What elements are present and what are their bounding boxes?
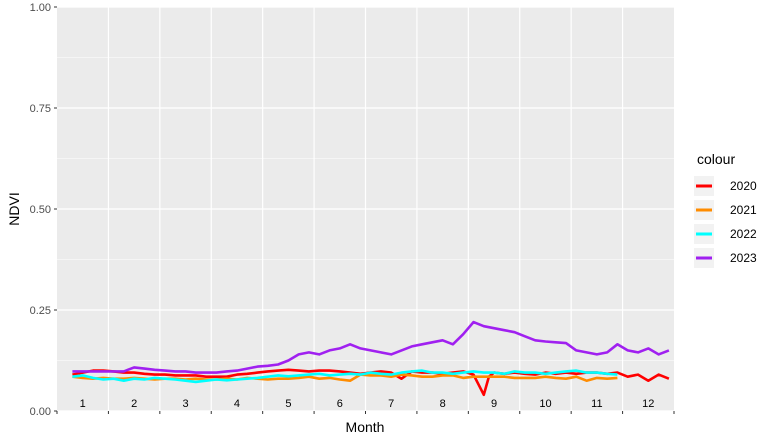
legend-label-2021: 2021	[730, 203, 757, 217]
grid	[57, 6, 674, 412]
y-axis: 0.00 0.25 0.50 0.75 1.00	[30, 2, 57, 418]
month-label: 12	[642, 398, 654, 410]
y-tick-label: 1.00	[30, 2, 51, 14]
month-label: 11	[591, 398, 602, 410]
month-label: 3	[182, 398, 188, 410]
series-layer	[72, 320, 670, 397]
legend-label-2022: 2022	[730, 227, 757, 241]
legend: colour 2020 2021 2022 2023	[694, 151, 757, 268]
series-line-2023	[72, 320, 670, 374]
y-axis-title: NDVI	[6, 192, 22, 225]
month-label: 1	[80, 398, 86, 410]
month-label: 4	[234, 398, 240, 410]
month-label: 5	[285, 398, 291, 410]
legend-label-2023: 2023	[730, 251, 757, 265]
series-line-2022	[72, 369, 618, 384]
legend-label-2020: 2020	[730, 179, 757, 193]
x-axis: 1 2 3 4 5 6 7 8 9 10 11 12	[56, 398, 675, 414]
y-tick-label: 0.00	[30, 406, 51, 418]
x-axis-title: Month	[346, 419, 385, 435]
month-label: 2	[131, 398, 137, 410]
y-tick-label: 0.25	[30, 305, 51, 317]
y-tick-label: 0.50	[30, 204, 51, 216]
month-label: 10	[539, 398, 551, 410]
month-label: 7	[388, 398, 394, 410]
month-label: 9	[491, 398, 497, 410]
month-label: 8	[440, 398, 446, 410]
y-tick-label: 0.75	[30, 103, 51, 115]
month-label: 6	[337, 398, 343, 410]
legend-title: colour	[697, 151, 735, 167]
